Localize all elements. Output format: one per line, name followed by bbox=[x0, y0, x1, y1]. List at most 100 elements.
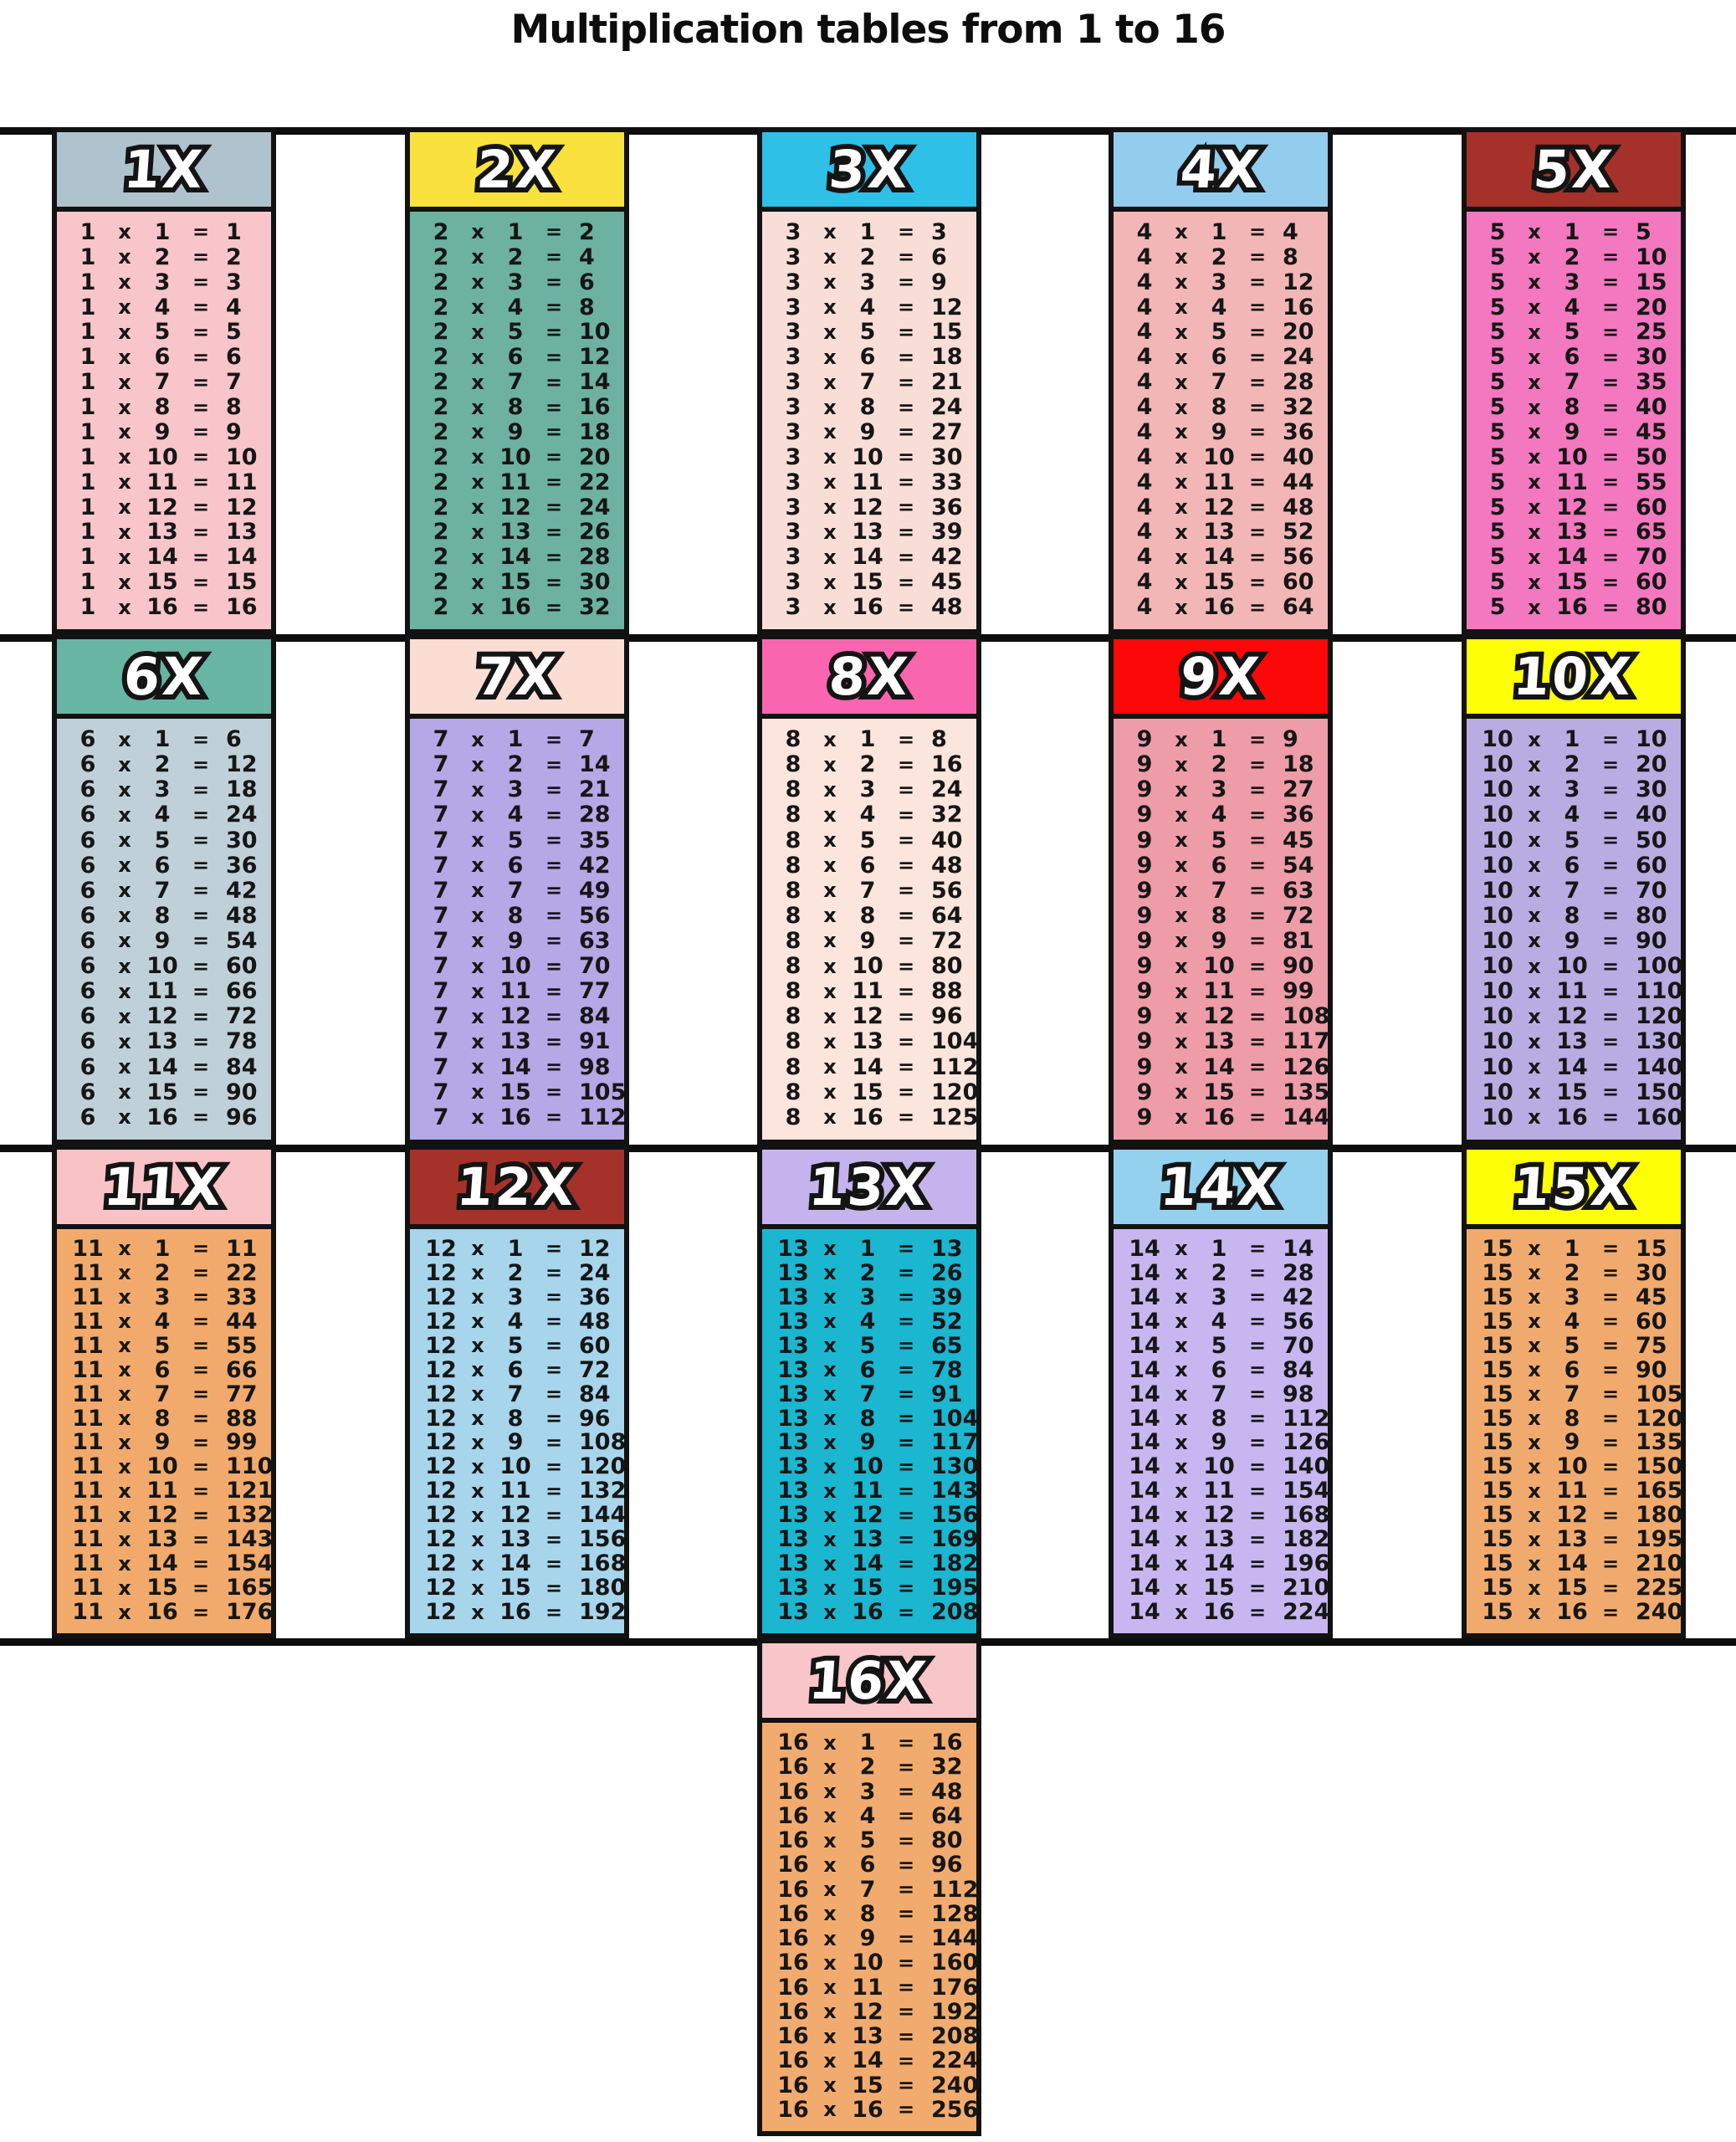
table-header: 1X bbox=[57, 132, 271, 212]
multiply-sign: x bbox=[118, 1309, 131, 1334]
equation-b: 12 bbox=[499, 1502, 531, 1529]
equation-b: 2 bbox=[1211, 1259, 1227, 1286]
equation-a: 11 bbox=[72, 1478, 104, 1504]
equation-a: 3 bbox=[785, 519, 801, 546]
equals-sign: = bbox=[192, 853, 210, 878]
equation-b: 10 bbox=[852, 953, 883, 980]
equation-a: 11 bbox=[72, 1284, 104, 1310]
equation-row: 2 x 2 = 4 bbox=[410, 246, 624, 269]
equation-b: 6 bbox=[507, 1356, 524, 1383]
equation-b: 8 bbox=[1211, 902, 1227, 929]
equation-row: 3 x 3 = 9 bbox=[762, 271, 976, 294]
equation-a: 7 bbox=[433, 953, 449, 980]
equation-row: 6 x 14 = 84 bbox=[57, 1056, 271, 1079]
equation-b: 1 bbox=[859, 1729, 876, 1756]
equals-sign: = bbox=[897, 1878, 915, 1902]
equals-sign: = bbox=[897, 245, 915, 269]
multiply-sign: x bbox=[118, 727, 131, 751]
equation-r: 30 bbox=[931, 443, 963, 470]
equation-b: 6 bbox=[859, 852, 876, 879]
equals-sign: = bbox=[1601, 345, 1620, 369]
equation-a: 14 bbox=[1129, 1259, 1160, 1286]
equation-r: 39 bbox=[931, 1284, 963, 1310]
equation-b: 4 bbox=[1564, 802, 1580, 828]
multiply-sign: x bbox=[823, 245, 837, 269]
equation-a: 10 bbox=[1482, 852, 1513, 879]
equation-a: 12 bbox=[425, 1332, 457, 1359]
multiply-sign: x bbox=[1528, 853, 1541, 878]
equals-sign: = bbox=[545, 1503, 563, 1527]
equation-r: 120 bbox=[1636, 1405, 1683, 1432]
equation-b: 14 bbox=[499, 1550, 531, 1577]
equation-r: 50 bbox=[1636, 827, 1667, 853]
multiply-sign: x bbox=[1175, 1358, 1188, 1382]
equation-r: 6 bbox=[226, 344, 242, 371]
multiply-sign: x bbox=[471, 1055, 484, 1079]
equation-r: 180 bbox=[579, 1575, 627, 1601]
multiply-sign: x bbox=[1528, 777, 1541, 802]
equation-b: 16 bbox=[852, 1599, 883, 1625]
equation-a: 10 bbox=[1482, 776, 1513, 803]
equation-a: 9 bbox=[1136, 877, 1153, 904]
equation-row: 13 x 13 = 169 bbox=[762, 1528, 978, 1550]
equation-r: 64 bbox=[1283, 594, 1314, 620]
equation-a: 13 bbox=[777, 1308, 809, 1335]
equals-sign: = bbox=[192, 1237, 210, 1261]
multiply-sign: x bbox=[471, 1551, 484, 1576]
equation-row: 13 x 16 = 208 bbox=[762, 1599, 978, 1625]
equation-r: 32 bbox=[579, 594, 611, 620]
equation-row: 16 x 1 = 16 bbox=[762, 1731, 976, 1754]
equation-a: 13 bbox=[777, 1599, 809, 1625]
equation-row: 2 x 4 = 8 bbox=[410, 296, 624, 319]
equation-b: 8 bbox=[859, 902, 876, 929]
equation-r: 84 bbox=[579, 1381, 611, 1407]
equation-r: 28 bbox=[579, 544, 611, 571]
equation-row: 7 x 7 = 49 bbox=[410, 879, 624, 902]
equation-b: 8 bbox=[507, 394, 524, 420]
equals-sign: = bbox=[1248, 595, 1267, 619]
multiply-sign: x bbox=[1175, 270, 1188, 295]
equation-b: 7 bbox=[507, 1381, 524, 1407]
table-header-label: 2X bbox=[474, 139, 560, 200]
equation-r: 77 bbox=[579, 978, 611, 1005]
equation-row: 10 x 3 = 30 bbox=[1467, 778, 1681, 801]
equation-r: 50 bbox=[1636, 443, 1667, 470]
equation-r: 84 bbox=[579, 1003, 611, 1030]
equals-sign: = bbox=[1601, 853, 1620, 878]
equation-row: 13 x 8 = 104 bbox=[762, 1407, 978, 1430]
equation-r: 144 bbox=[579, 1502, 627, 1529]
equals-sign: = bbox=[545, 1407, 563, 1430]
equals-sign: = bbox=[1601, 1358, 1620, 1382]
equation-b: 15 bbox=[1203, 569, 1235, 596]
equation-b: 4 bbox=[1211, 1308, 1227, 1335]
equation-a: 4 bbox=[1136, 519, 1153, 546]
equation-r: 91 bbox=[931, 1381, 963, 1407]
equation-row: 12 x 4 = 48 bbox=[410, 1310, 624, 1333]
equation-a: 14 bbox=[1129, 1284, 1160, 1310]
equation-a: 14 bbox=[1129, 1429, 1160, 1456]
equation-b: 5 bbox=[1564, 827, 1580, 853]
equation-row: 3 x 2 = 6 bbox=[762, 246, 976, 269]
equation-r: 56 bbox=[1283, 544, 1314, 571]
equals-sign: = bbox=[1248, 1576, 1267, 1600]
equation-a: 16 bbox=[777, 1974, 809, 2001]
equation-r: 60 bbox=[1636, 852, 1667, 879]
equation-b: 7 bbox=[1211, 1381, 1227, 1407]
equation-b: 11 bbox=[499, 978, 531, 1005]
equation-r: 66 bbox=[226, 1356, 258, 1383]
equals-sign: = bbox=[1601, 1261, 1620, 1285]
equation-a: 3 bbox=[785, 369, 801, 396]
equation-r: 75 bbox=[1636, 1332, 1667, 1359]
equals-sign: = bbox=[1601, 1454, 1620, 1478]
equals-sign: = bbox=[1601, 1029, 1620, 1053]
equation-row: 8 x 16 = 125 bbox=[762, 1106, 979, 1129]
equals-sign: = bbox=[1601, 1334, 1620, 1358]
equation-b: 8 bbox=[859, 1900, 876, 1927]
equation-b: 3 bbox=[1564, 776, 1580, 803]
equals-sign: = bbox=[897, 270, 915, 295]
equation-a: 10 bbox=[1482, 978, 1513, 1005]
equals-sign: = bbox=[1601, 1004, 1620, 1028]
equation-b: 13 bbox=[146, 1028, 178, 1055]
equation-row: 10 x 5 = 50 bbox=[1467, 829, 1681, 852]
multiply-sign: x bbox=[118, 245, 131, 269]
